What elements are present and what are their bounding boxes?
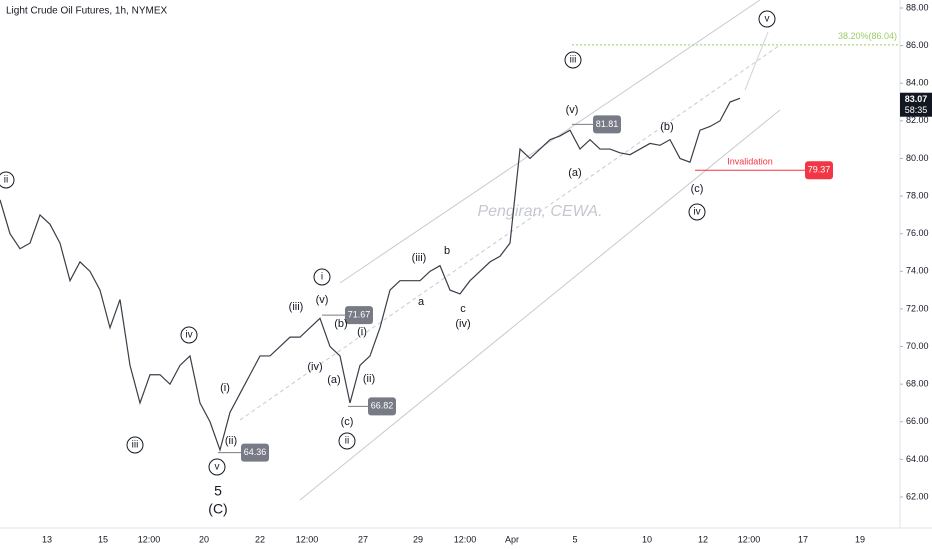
price-box-label: 66.82 (371, 401, 394, 411)
wave-label: c (460, 303, 466, 315)
y-tick-label: 68.00 (906, 379, 929, 389)
wave-label: (iii) (289, 301, 304, 313)
wave-label: iii (570, 55, 577, 66)
wave-label: i (321, 272, 323, 283)
wave-label: (b) (660, 121, 673, 133)
wave-label: (ii) (363, 373, 375, 385)
wave-label: v (215, 462, 220, 473)
price-box (241, 443, 269, 462)
wave-circle (688, 203, 706, 221)
x-tick-label: 10 (642, 534, 652, 544)
y-tick-label: 82.00 (906, 115, 929, 125)
wave-circle (208, 458, 226, 476)
wave-label: (iv) (455, 318, 470, 330)
x-tick-label: 12:00 (454, 534, 477, 544)
wave-label: (v) (566, 104, 579, 116)
wave-label: (i) (220, 382, 230, 394)
x-tick-label: 20 (199, 534, 209, 544)
x-tick-label: 27 (358, 534, 368, 544)
wave-label: (iv) (307, 361, 322, 373)
wave-label: ii (4, 175, 8, 186)
wave-circle (758, 10, 776, 28)
x-tick-label: 5 (572, 534, 577, 544)
x-tick-label: 19 (855, 534, 865, 544)
price-box (368, 397, 396, 416)
wave-label: iv (185, 330, 192, 341)
price-line (0, 97, 741, 453)
wave-label: (a) (568, 167, 581, 179)
wave-circle (338, 432, 356, 450)
y-tick-label: 72.00 (906, 303, 929, 313)
y-tick-label: 78.00 (906, 190, 929, 200)
channel-line (239, 44, 781, 421)
x-tick-label: 12:00 (138, 534, 161, 544)
invalidation-box (805, 161, 833, 180)
wave-label: (iii) (412, 252, 427, 264)
wave-circle (564, 51, 582, 69)
y-tick-label: 70.00 (906, 341, 929, 351)
x-tick-label: 12:00 (738, 534, 761, 544)
y-tick-label: 80.00 (906, 153, 929, 163)
price-box-label: 71.67 (348, 310, 371, 320)
wave-label: (C) (208, 501, 227, 517)
price-box-label: 64.36 (244, 447, 267, 457)
invalidation-label: 79.37 (808, 165, 831, 175)
wave-label: iii (132, 440, 139, 451)
x-tick-label: 29 (413, 534, 423, 544)
channel-line (339, 0, 761, 284)
price-box (593, 115, 621, 134)
wave-label: (b) (334, 318, 347, 330)
price-box-label: 81.81 (596, 119, 619, 129)
y-tick-label: 66.00 (906, 416, 929, 426)
y-tick-label: 64.00 (906, 454, 929, 464)
wave-label: (a) (327, 374, 340, 386)
wave-label: 5 (214, 483, 222, 499)
y-tick-label: 74.00 (906, 266, 929, 276)
x-tick-label: 13 (42, 534, 52, 544)
x-tick-label: Apr (505, 534, 519, 544)
wave-label: a (418, 296, 425, 308)
x-tick-label: 17 (798, 534, 808, 544)
y-tick-label: 84.00 (906, 78, 929, 88)
projection-arrow (744, 31, 769, 91)
wave-label: ii (345, 436, 349, 447)
x-tick-label: 22 (255, 534, 265, 544)
wave-label: (c) (691, 183, 704, 195)
wave-circle (0, 171, 15, 189)
wave-circle (313, 268, 331, 286)
chart-title: Light Crude Oil Futures, 1h, NYMEX (6, 6, 168, 17)
wave-label: iv (693, 207, 700, 218)
y-tick-label: 86.00 (906, 40, 929, 50)
x-tick-label: 12 (698, 534, 708, 544)
wave-circle (126, 436, 144, 454)
x-tick-label: 12:00 (296, 534, 319, 544)
fib-label: 38.20%(86.04) (838, 31, 897, 41)
wave-circle (180, 326, 198, 344)
price-box (345, 306, 373, 325)
wave-label: v (765, 14, 770, 25)
wave-label: b (444, 245, 450, 257)
wave-label: (c) (341, 416, 354, 428)
wave-label: (ii) (225, 435, 237, 447)
x-tick-label: 15 (98, 534, 108, 544)
y-tick-label: 76.00 (906, 228, 929, 238)
channel-line (299, 109, 781, 501)
last-price: 83.07 (905, 94, 928, 104)
countdown: 58:35 (905, 105, 928, 115)
wave-label: (v) (316, 294, 329, 306)
y-tick-label: 88.00 (906, 2, 929, 12)
y-tick-label: 62.00 (906, 491, 929, 501)
invalidation-text: Invalidation (727, 157, 773, 167)
wave-label: (i) (357, 326, 367, 338)
last-price-box (900, 92, 932, 117)
watermark: Pengiran, CEWA. (477, 203, 602, 220)
